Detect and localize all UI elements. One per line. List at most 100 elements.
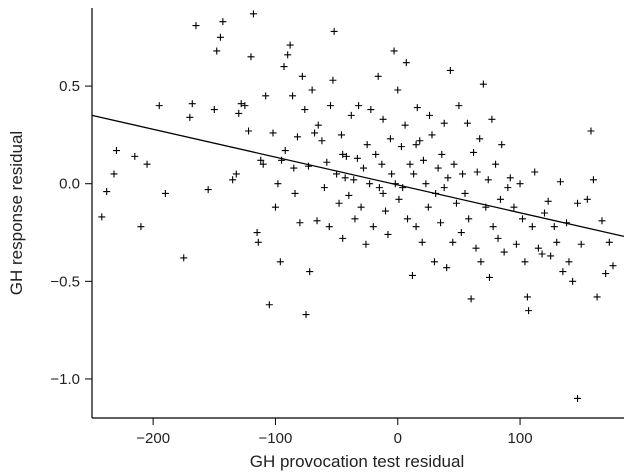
data-point — [525, 307, 533, 315]
data-point — [339, 234, 347, 242]
data-point — [367, 106, 375, 114]
data-point — [544, 197, 552, 205]
data-point — [500, 248, 508, 256]
data-point — [188, 100, 196, 108]
data-point — [422, 180, 430, 188]
data-point — [259, 160, 267, 168]
data-point — [254, 238, 262, 246]
x-tick-label: 100 — [508, 430, 533, 447]
data-point — [276, 258, 284, 266]
data-point — [583, 195, 591, 203]
data-point — [378, 160, 386, 168]
x-axis-title: GH provocation test residual — [250, 452, 465, 471]
y-axis-title: GH response residual — [7, 131, 26, 295]
data-point — [241, 102, 249, 110]
data-point — [504, 184, 512, 192]
data-point — [262, 92, 270, 100]
data-point — [506, 174, 514, 182]
data-point — [550, 223, 558, 231]
data-point — [476, 135, 484, 143]
data-point — [161, 189, 169, 197]
data-point — [143, 160, 151, 168]
data-point — [386, 135, 394, 143]
data-point — [426, 111, 434, 119]
data-point — [593, 293, 601, 301]
data-point — [323, 158, 331, 166]
data-point — [489, 223, 497, 231]
data-point — [304, 162, 312, 170]
x-tick-label: 0 — [394, 430, 402, 447]
data-point — [301, 106, 309, 114]
data-point — [553, 238, 561, 246]
data-point — [446, 66, 454, 74]
data-point — [528, 223, 536, 231]
data-point — [281, 147, 289, 155]
data-point — [472, 244, 480, 252]
data-point — [452, 199, 460, 207]
data-point — [437, 219, 445, 227]
data-point — [402, 59, 410, 67]
data-point — [449, 238, 457, 246]
data-point — [602, 270, 610, 278]
data-point — [605, 238, 613, 246]
data-point — [308, 86, 316, 94]
data-point — [408, 271, 416, 279]
data-point — [406, 160, 414, 168]
data-point — [313, 217, 321, 225]
data-point — [204, 186, 212, 194]
data-point — [341, 174, 349, 182]
data-point — [516, 180, 524, 188]
data-point — [450, 160, 458, 168]
data-point — [326, 102, 334, 110]
data-point — [131, 152, 139, 160]
data-point — [541, 209, 549, 217]
data-point — [103, 188, 111, 196]
regression-line — [91, 114, 624, 238]
data-point — [274, 180, 282, 188]
data-point — [559, 268, 567, 276]
data-point — [538, 250, 546, 258]
data-point — [298, 72, 306, 80]
data-point — [257, 156, 265, 164]
y-tick-label: 0.5 — [59, 78, 80, 95]
data-point — [587, 127, 595, 135]
data-point — [428, 131, 436, 139]
data-point — [253, 229, 261, 237]
data-point — [443, 264, 451, 272]
data-point — [424, 203, 432, 211]
data-point — [291, 189, 299, 197]
data-point — [293, 133, 301, 141]
data-point — [210, 106, 218, 114]
data-point — [311, 129, 319, 137]
data-point — [369, 223, 377, 231]
data-point — [401, 121, 409, 129]
data-point — [444, 174, 452, 182]
data-point — [397, 143, 405, 151]
data-point — [314, 121, 322, 129]
data-point — [137, 223, 145, 231]
data-point — [413, 104, 421, 112]
data-point — [363, 141, 371, 149]
data-point — [345, 191, 353, 199]
data-point — [577, 240, 585, 248]
data-point — [286, 41, 294, 49]
data-point — [374, 72, 382, 80]
data-point — [329, 76, 337, 84]
data-point — [461, 189, 469, 197]
x-tick-label: −100 — [259, 430, 293, 447]
data-point — [434, 164, 442, 172]
data-point — [180, 254, 188, 262]
data-point — [382, 207, 390, 215]
data-point — [318, 137, 326, 145]
data-point — [394, 86, 402, 94]
data-point — [457, 229, 465, 237]
data-point — [477, 258, 485, 266]
data-point — [357, 203, 365, 211]
data-point — [229, 176, 237, 184]
data-point — [362, 240, 370, 248]
x-ticks: −200 −100 0 100 — [136, 418, 533, 447]
data-point — [232, 170, 240, 178]
data-point — [479, 80, 487, 88]
data-point — [245, 127, 253, 135]
